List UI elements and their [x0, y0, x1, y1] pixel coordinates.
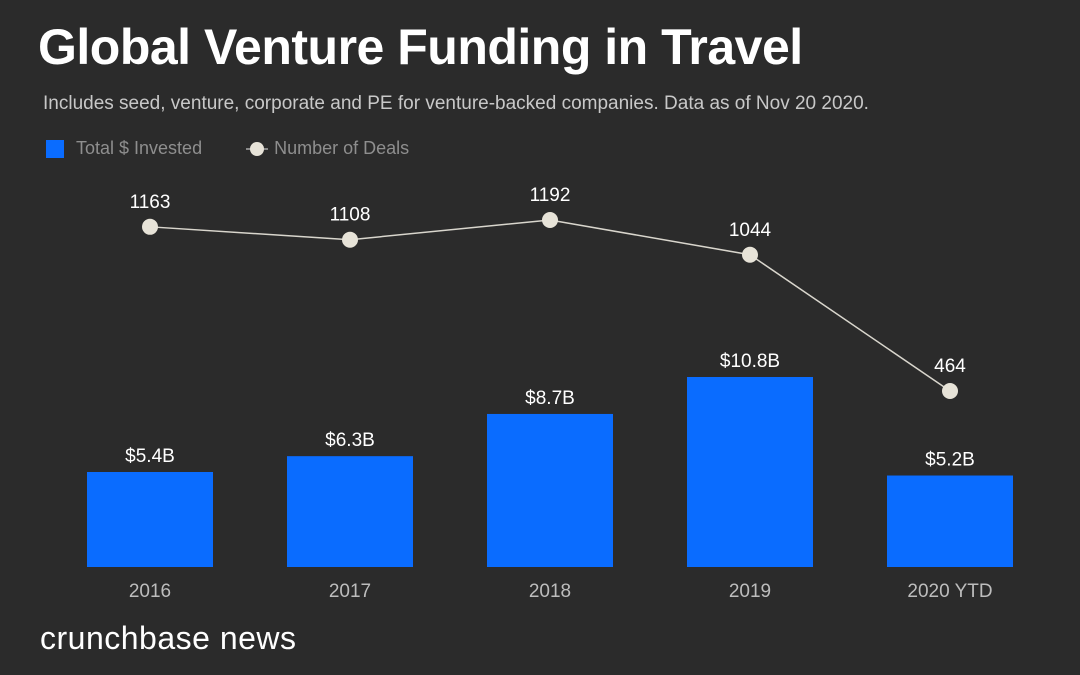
deals-label-2: 1192 [530, 185, 571, 206]
bar-label-4: $5.2B [925, 450, 975, 471]
legend-item-invested: Total $ Invested [46, 138, 202, 159]
legend-bar-swatch [46, 139, 64, 158]
legend-label-invested: Total $ Invested [76, 138, 203, 158]
x-tick-label-4: 2020 YTD [907, 581, 992, 602]
bar-0 [87, 472, 213, 567]
deals-label-3: 1044 [729, 220, 772, 241]
bar-label-0: $5.4B [125, 446, 175, 467]
x-tick-label-3: 2019 [729, 581, 771, 602]
chart-title: Global Venture Funding in Travel [38, 19, 803, 75]
bar-label-2: $8.7B [525, 388, 575, 409]
x-tick-label-1: 2017 [329, 581, 371, 602]
deals-label-1: 1108 [330, 205, 371, 226]
deals-point-2 [542, 212, 558, 228]
bar-2 [487, 413, 613, 567]
deals-point-3 [742, 246, 758, 263]
chart-legend: Total $ Invested Number of Deals [46, 138, 451, 159]
legend-item-deals: Number of Deals [244, 138, 409, 159]
deals-point-0 [142, 218, 158, 235]
bar-1 [287, 456, 413, 567]
deals-label-4: 464 [934, 356, 966, 377]
deals-point-1 [342, 231, 358, 248]
bar-3 [687, 377, 813, 567]
legend-label-deals: Number of Deals [274, 138, 410, 158]
chart-subtitle: Includes seed, venture, corporate and PE… [43, 93, 869, 114]
bar-4 [887, 475, 1013, 567]
x-tick-label-2: 2018 [529, 581, 571, 602]
deals-line [149, 219, 951, 392]
deals-label-0: 1163 [130, 192, 171, 213]
brand-logo-text: crunchbase news [40, 620, 297, 656]
bar-label-3: $10.8B [720, 351, 780, 372]
x-tick-label-0: 2016 [129, 581, 171, 602]
legend-line-marker [244, 140, 270, 158]
deals-point-4 [942, 383, 958, 399]
bar-label-1: $6.3B [325, 430, 375, 451]
